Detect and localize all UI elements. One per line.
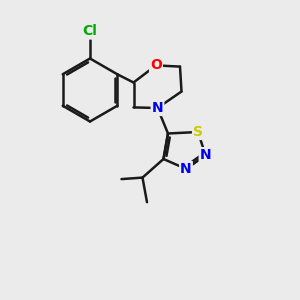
Text: S: S (193, 125, 203, 139)
Text: N: N (200, 148, 211, 162)
Text: Cl: Cl (82, 25, 98, 38)
Text: N: N (152, 101, 163, 115)
Text: N: N (180, 162, 192, 176)
Text: O: O (150, 58, 162, 72)
